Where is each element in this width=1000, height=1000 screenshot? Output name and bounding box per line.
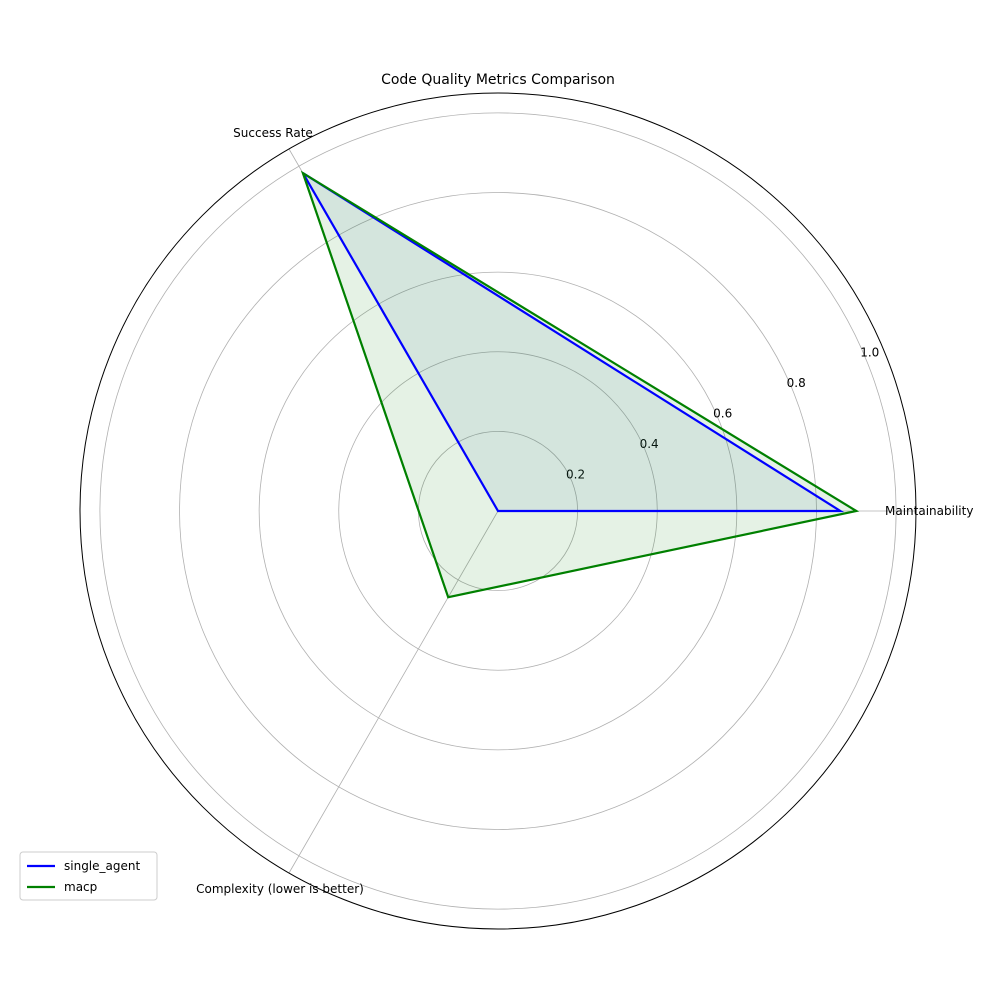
- axis-label-1: Success Rate: [233, 126, 313, 140]
- r-tick-label-0: 0.2: [566, 468, 585, 482]
- axis-label-2: Complexity (lower is better): [196, 882, 364, 896]
- series-lines: [300, 170, 860, 599]
- r-tick-label-2: 0.6: [713, 407, 732, 421]
- legend-label-single_agent: single_agent: [64, 859, 140, 873]
- r-tick-label-1: 0.4: [640, 437, 659, 451]
- series-fill-macp: [302, 173, 857, 598]
- chart-title: Code Quality Metrics Comparison: [381, 72, 615, 88]
- r-tick-label-3: 0.8: [787, 376, 806, 390]
- axis-labels: Maintainability Success Rate Complexity (l…: [196, 126, 973, 896]
- spoke-2: [288, 510, 499, 874]
- axis-label-0: Maintainability: [885, 504, 973, 518]
- series-line-single_agent: [301, 172, 845, 513]
- polar-frame: [79, 92, 917, 930]
- r-tick-label-4: 1.0: [860, 346, 879, 360]
- series-fills: [302, 173, 857, 598]
- legend-label-macp: macp: [64, 880, 97, 894]
- series-line-macp: [300, 170, 860, 599]
